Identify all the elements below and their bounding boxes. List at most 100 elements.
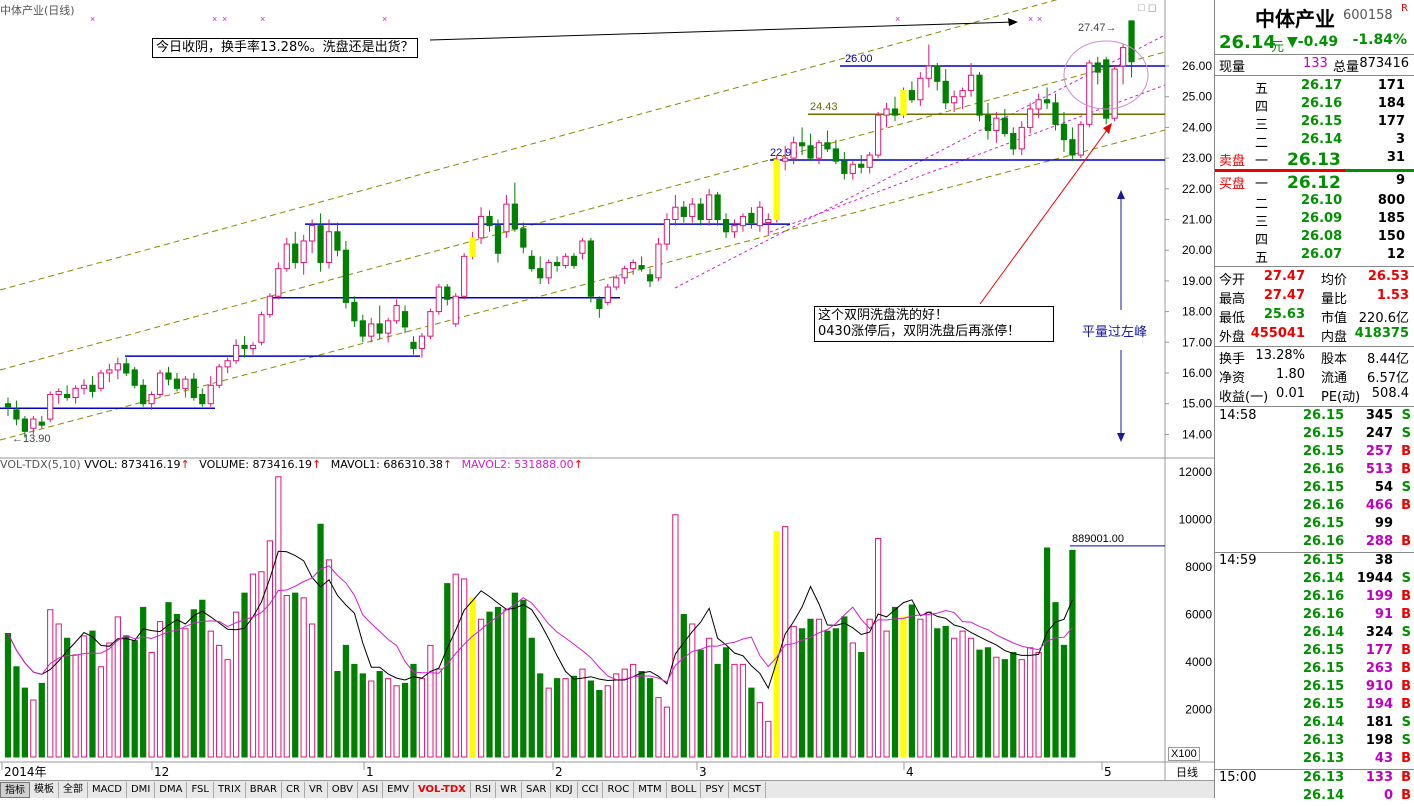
volume-bar-up: [224, 659, 231, 758]
volume-bar-up: [1018, 659, 1025, 758]
candle-body-down: [934, 65, 941, 82]
tab-fsl[interactable]: FSL: [187, 781, 214, 798]
volume-bar-down: [173, 614, 181, 758]
tick-row: 26.13 43 B: [1215, 751, 1414, 769]
candle-body-up: [815, 142, 823, 159]
tab-macd[interactable]: MACD: [88, 781, 127, 798]
volume-bar-up: [1027, 647, 1034, 758]
volume-bar-down: [976, 649, 983, 758]
candle-body-down: [891, 108, 899, 116]
volume-bar-up: [672, 514, 679, 758]
candle-body-up: [655, 243, 662, 279]
stat-label: 最高: [1219, 292, 1246, 307]
stat-value: 220.6亿: [1358, 311, 1409, 326]
candle-body-down: [351, 301, 358, 322]
volume-bar-down: [891, 606, 899, 758]
tab-wr[interactable]: WR: [496, 781, 522, 798]
volume-tick-label: 10000: [1179, 513, 1213, 527]
volume-bar-up: [562, 678, 569, 758]
kline-chart-svg[interactable]: 26.00 25.00 24.00 23.00 22.00 21.00 20.00 19.00…: [0, 0, 1214, 798]
date-tick-label: 4: [906, 765, 914, 779]
candle-body-up: [579, 240, 586, 254]
candle-body-up: [232, 344, 240, 362]
buy-level-label: 三: [1255, 215, 1269, 230]
tab-psy[interactable]: PSY: [701, 781, 729, 798]
tick-volume: 43: [1374, 751, 1393, 766]
tab-cr[interactable]: CR: [282, 781, 305, 798]
candle-body-up: [1119, 47, 1127, 67]
tab-sar[interactable]: SAR: [522, 781, 552, 798]
candle-body-up: [630, 261, 637, 270]
tab-vol-tdx[interactable]: VOL-TDX: [414, 781, 471, 798]
tab-trix[interactable]: TRIX: [214, 781, 246, 798]
tab-指标[interactable]: 指标: [0, 781, 30, 798]
event-marker: ×: [382, 14, 387, 24]
tab-asi[interactable]: ASI: [358, 781, 384, 798]
candle-body-up: [300, 240, 307, 263]
candle-body-up: [672, 206, 679, 221]
candle-body-down: [858, 163, 865, 168]
tick-time: 15:00: [1219, 770, 1257, 785]
candle-body-down: [680, 206, 687, 217]
tick-side: B: [1401, 679, 1411, 694]
candle-body-up: [325, 231, 333, 263]
tick-volume: 199: [1365, 589, 1393, 604]
volume-bar-down: [858, 652, 865, 758]
volume-bar-down: [21, 687, 29, 758]
volume-bar-up: [55, 623, 62, 758]
xianliang-label: 现量: [1219, 60, 1246, 75]
tab-kdj[interactable]: KDJ: [551, 781, 578, 798]
volume-bar-down: [807, 618, 814, 758]
tick-side: B: [1401, 788, 1411, 803]
candle-body-up: [782, 157, 789, 162]
tab-boll[interactable]: BOLL: [667, 781, 702, 798]
tick-price: 26.13: [1303, 733, 1345, 748]
candle-body-up: [959, 90, 966, 98]
candle-body-up: [621, 268, 628, 279]
sell-price: 26.13: [1287, 150, 1341, 170]
tick-volume: 910: [1365, 679, 1393, 694]
volume-bar-down: [528, 637, 535, 758]
buy-volume: 12: [1386, 247, 1405, 262]
tab-obv[interactable]: OBV: [328, 781, 358, 798]
fund-label: 流通: [1321, 371, 1348, 386]
candle-body-up: [1018, 126, 1025, 150]
candle-body-down: [21, 418, 29, 432]
volume-bar-up: [604, 685, 611, 758]
stat-label: 外盘: [1219, 330, 1246, 345]
candle-body-up: [427, 311, 434, 337]
tab-mtm[interactable]: MTM: [634, 781, 667, 798]
buy-price: 26.08: [1301, 229, 1343, 244]
buy-volume: 150: [1377, 229, 1405, 244]
stat-value: 27.47: [1263, 269, 1305, 284]
candle-body-down: [1103, 59, 1110, 119]
tab-cci[interactable]: CCI: [578, 781, 604, 798]
tab-mcst[interactable]: MCST: [729, 781, 766, 798]
date-tick-label: 5: [1104, 765, 1112, 779]
tab-全部[interactable]: 全部: [59, 781, 88, 798]
tick-price: 26.14: [1303, 788, 1345, 803]
volume-bar-up: [756, 701, 763, 758]
candle-body-down: [942, 80, 949, 104]
volume-bar-down: [410, 663, 417, 758]
tab-vr[interactable]: VR: [305, 781, 328, 798]
tab-dma[interactable]: DMA: [155, 781, 188, 798]
tick-row: 26.15 247 S: [1215, 426, 1414, 444]
candle-body-down: [587, 240, 595, 297]
tab-dmi[interactable]: DMI: [127, 781, 156, 798]
candle-body-up: [47, 393, 54, 420]
volume-bar-down: [444, 583, 451, 758]
volume-bar-up: [249, 573, 257, 758]
event-marker: ×: [895, 14, 900, 24]
mavol2-value: MAVOL2: 531888.00: [461, 458, 574, 471]
tab-rsi[interactable]: RSI: [471, 781, 497, 798]
tick-price: 26.14: [1303, 625, 1345, 640]
period-button[interactable]: 日线: [1176, 766, 1198, 779]
kline-chart-area[interactable]: 26.00 25.00 24.00 23.00 22.00 21.00 20.00 19.00…: [0, 0, 1214, 798]
tab-emv[interactable]: EMV: [383, 781, 414, 798]
tab-brar[interactable]: BRAR: [246, 781, 282, 798]
chart-window-controls[interactable]: □ ◻: [1138, 2, 1157, 14]
candle-body-down: [520, 228, 527, 248]
tab-roc[interactable]: ROC: [603, 781, 635, 798]
tab-模板[interactable]: 模板: [30, 781, 59, 798]
